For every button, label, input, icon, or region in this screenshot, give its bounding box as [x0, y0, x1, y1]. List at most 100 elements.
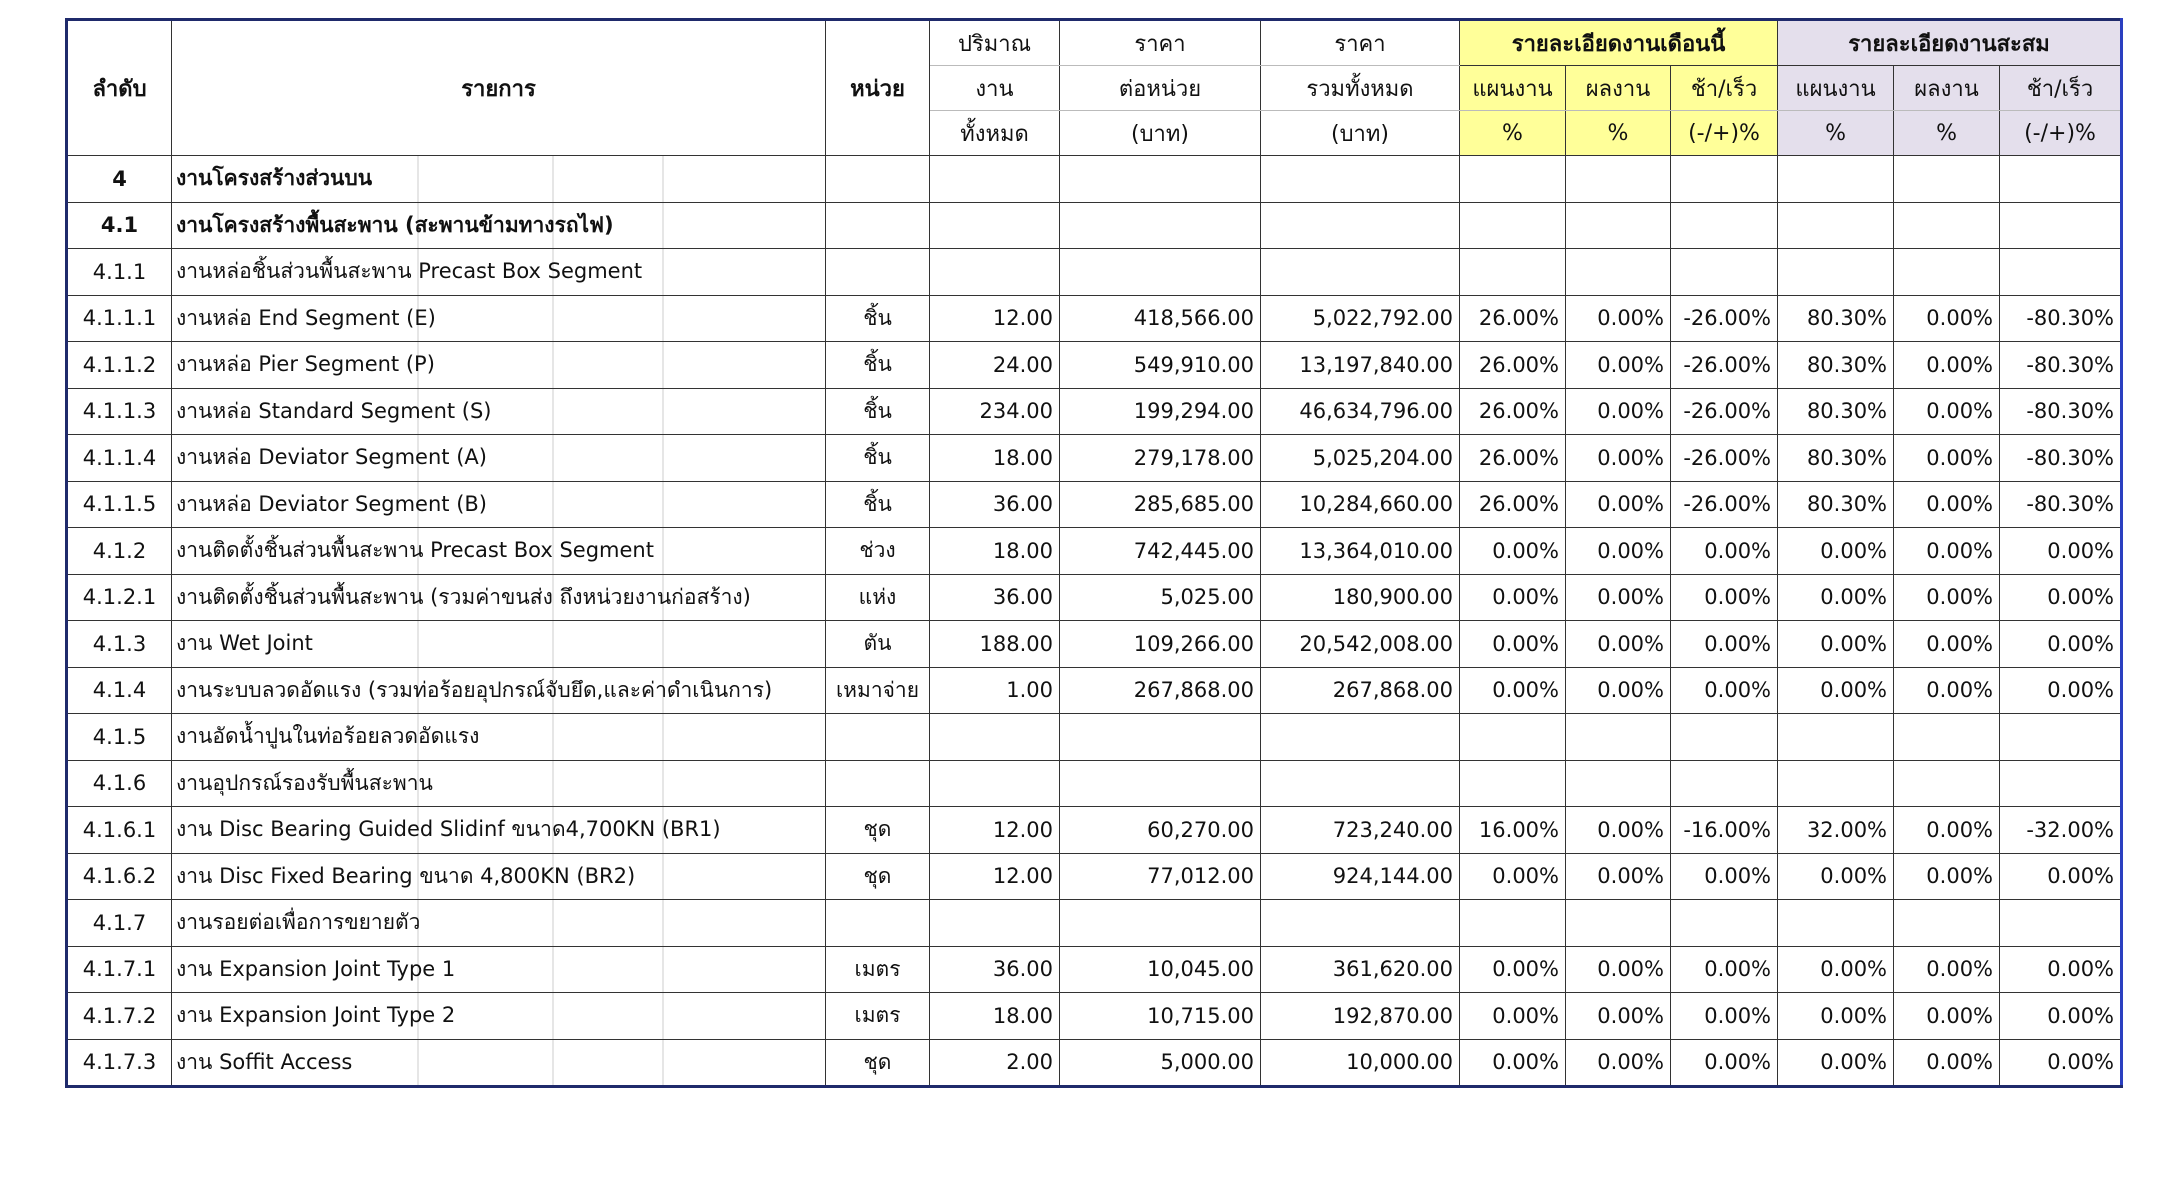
header-cell: ราคา — [1059, 19, 1261, 66]
cumulative-percent: 0.00% — [1999, 666, 2123, 714]
total-price — [1260, 248, 1460, 296]
cumulative-percent — [1777, 248, 1895, 296]
month-percent: 0.00% — [1565, 434, 1671, 482]
month-percent: 0.00% — [1669, 573, 1779, 621]
unit: ชิ้น — [825, 341, 930, 389]
cumulative-percent: 0.00% — [1893, 992, 2001, 1040]
month-percent — [1669, 713, 1779, 761]
quantity: 24.00 — [929, 341, 1060, 389]
month-percent: -26.00% — [1669, 294, 1779, 342]
header-row: ลำดับ รายการ หน่วย ปริมาณ ราคา ราคา รายละเอียด… — [66, 19, 2123, 156]
table-row: 4.1.1.1 งานหล่อ End Segment (E) ชิ้น 12.00 4… — [66, 294, 2123, 342]
unit: ชิ้น — [825, 480, 930, 528]
month-percent: 0.00% — [1459, 666, 1566, 714]
cumulative-percent: -80.30% — [1999, 387, 2123, 435]
item-number: 4.1.1.5 — [66, 480, 172, 528]
item-name: งานหล่อ Standard Segment (S) — [171, 387, 826, 435]
quantity: 12.00 — [929, 294, 1060, 342]
cumulative-percent: 80.30% — [1777, 341, 1895, 389]
header-cell: หน่วย — [825, 19, 930, 156]
header-cell: งาน — [929, 65, 1060, 111]
cumulative-percent: 0.00% — [1893, 341, 2001, 389]
cumulative-percent — [1777, 155, 1895, 203]
month-percent: 0.00% — [1565, 992, 1671, 1040]
month-percent — [1565, 201, 1671, 249]
cumulative-percent: 0.00% — [1777, 1038, 1895, 1087]
table-row: 4.1.2 งานติดตั้งชิ้นส่วนพื้นสะพาน Precast… — [66, 527, 2123, 575]
quantity: 234.00 — [929, 387, 1060, 435]
item-number: 4.1.1.2 — [66, 341, 172, 389]
table-row: 4.1.4 งานระบบลวดอัดแรง (รวมท่อร้อยอุปกรณ์… — [66, 666, 2123, 714]
total-price: 723,240.00 — [1260, 806, 1460, 854]
unit-price: 5,000.00 — [1059, 1038, 1261, 1087]
month-percent: 0.00% — [1459, 527, 1566, 575]
month-percent: 0.00% — [1669, 527, 1779, 575]
cumulative-percent: 0.00% — [1999, 945, 2123, 993]
cumulative-percent — [1777, 899, 1895, 947]
cumulative-percent: 0.00% — [1893, 527, 2001, 575]
item-number: 4.1.2 — [66, 527, 172, 575]
total-price: 5,025,204.00 — [1260, 434, 1460, 482]
sub-header: (-/+)% — [1669, 110, 1779, 156]
quantity: 12.00 — [929, 806, 1060, 854]
unit: เมตร — [825, 992, 930, 1040]
header-cell: รวมทั้งหมด — [1260, 65, 1460, 111]
total-price: 192,870.00 — [1260, 992, 1460, 1040]
month-percent: 0.00% — [1459, 852, 1566, 900]
month-percent: 0.00% — [1459, 573, 1566, 621]
month-percent: 26.00% — [1459, 294, 1566, 342]
unit: ชิ้น — [825, 294, 930, 342]
table-row: 4.1.6.2 งาน Disc Fixed Bearing ขนาด 4,800… — [66, 852, 2123, 900]
progress-table: ลำดับ รายการ หน่วย ปริมาณ ราคา ราคา รายละเอียด… — [65, 18, 2124, 1088]
sub-header: % — [1459, 110, 1566, 156]
cumulative-percent: 0.00% — [1777, 992, 1895, 1040]
item-number: 4.1.1 — [66, 248, 172, 296]
month-percent: 0.00% — [1669, 945, 1779, 993]
cumulative-percent: 0.00% — [1999, 527, 2123, 575]
table-row: 4.1.6 งานอุปกรณ์รองรับพื้นสะพาน — [66, 759, 2123, 807]
unit-price — [1059, 248, 1261, 296]
total-price: 267,868.00 — [1260, 666, 1460, 714]
cumulative-percent — [1893, 248, 2001, 296]
unit — [825, 759, 930, 807]
item-name: งานระบบลวดอัดแรง (รวมท่อร้อยอุปกรณ์จับยึ… — [171, 666, 826, 714]
table-row: 4.1.2.1 งานติดตั้งชิ้นส่วนพื้นสะพาน (รวมค… — [66, 573, 2123, 621]
table-body: 4 งานโครงสร้างส่วนบน 4.1 งานโครงสร้างพื้นสะ… — [66, 155, 2123, 1087]
sub-header: % — [1777, 110, 1895, 156]
item-name: งาน Disc Fixed Bearing ขนาด 4,800KN (BR2… — [171, 852, 826, 900]
item-name: งานหล่อ End Segment (E) — [171, 294, 826, 342]
cumulative-percent: 0.00% — [1893, 294, 2001, 342]
month-percent — [1459, 155, 1566, 203]
total-price: 924,144.00 — [1260, 852, 1460, 900]
month-percent — [1669, 248, 1779, 296]
quantity: 18.00 — [929, 527, 1060, 575]
total-price: 180,900.00 — [1260, 573, 1460, 621]
cumulative-percent: 0.00% — [1999, 852, 2123, 900]
quantity: 18.00 — [929, 434, 1060, 482]
item-name: งานอุปกรณ์รองรับพื้นสะพาน — [171, 759, 826, 807]
unit-price: 199,294.00 — [1059, 387, 1261, 435]
total-price: 5,022,792.00 — [1260, 294, 1460, 342]
cumulative-percent — [1999, 713, 2123, 761]
quantity — [929, 899, 1060, 947]
table-row: 4.1.1 งานหล่อชิ้นส่วนพื้นสะพาน Precast Bo… — [66, 248, 2123, 296]
cumulative-percent: -80.30% — [1999, 294, 2123, 342]
quantity: 18.00 — [929, 992, 1060, 1040]
month-percent: 0.00% — [1565, 341, 1671, 389]
total-price: 46,634,796.00 — [1260, 387, 1460, 435]
quantity: 12.00 — [929, 852, 1060, 900]
quantity: 36.00 — [929, 573, 1060, 621]
unit — [825, 155, 930, 203]
table-row: 4.1.7 งานรอยต่อเพื่อการขยายตัว — [66, 899, 2123, 947]
month-percent — [1565, 899, 1671, 947]
table-header: ลำดับ รายการ หน่วย ปริมาณ ราคา ราคา รายละเอียด… — [66, 19, 2123, 156]
item-name: งาน Disc Bearing Guided Slidinf ขนาด4,70… — [171, 806, 826, 854]
header-cell: ลำดับ — [66, 19, 172, 156]
cumulative-percent: 0.00% — [1777, 666, 1895, 714]
cumulative-percent — [1777, 713, 1895, 761]
quantity — [929, 759, 1060, 807]
header-cell: (บาท) — [1260, 110, 1460, 156]
cumulative-percent: 0.00% — [1777, 852, 1895, 900]
month-percent — [1459, 248, 1566, 296]
